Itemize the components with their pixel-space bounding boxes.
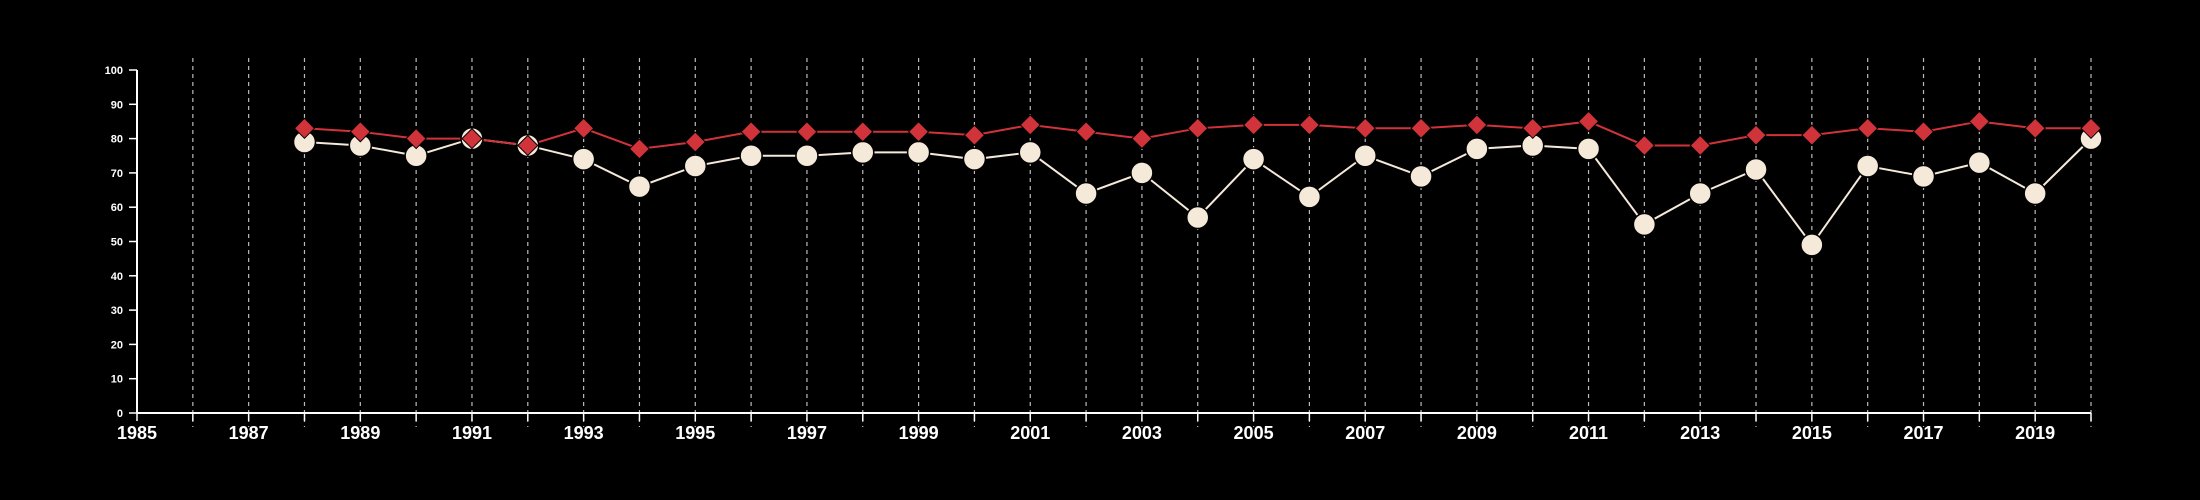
y-tick-label: 80 <box>111 134 123 146</box>
x-tick-label: 2001 <box>1010 423 1050 443</box>
y-tick-label: 0 <box>117 408 123 420</box>
x-tick-label: 1991 <box>452 423 492 443</box>
data-point-circle <box>1576 137 1601 161</box>
data-point-diamond <box>907 121 930 143</box>
data-point-diamond <box>1410 117 1432 140</box>
data-point-diamond <box>1075 121 1097 143</box>
data-point-diamond <box>405 127 427 150</box>
data-point-circle <box>1632 212 1657 237</box>
grid-lines <box>192 58 2092 427</box>
data-point-circle <box>795 144 819 168</box>
data-point-circle <box>1465 137 1489 161</box>
x-tick-label: 1989 <box>340 423 380 443</box>
x-tick-label: 2011 <box>1569 423 1608 443</box>
data-point-circle <box>1018 140 1043 165</box>
x-tick-label: 2017 <box>1903 423 1943 443</box>
data-point-diamond <box>1689 134 1711 157</box>
data-point-circle <box>739 144 763 168</box>
y-tick-label: 10 <box>111 374 123 386</box>
data-point-diamond <box>684 131 706 153</box>
data-point-circle <box>1744 157 1768 182</box>
y-tick-label: 30 <box>111 305 123 317</box>
data-point-circle <box>1185 205 1210 230</box>
data-point-diamond <box>796 121 818 143</box>
data-point-diamond <box>1577 110 1600 133</box>
data-point-diamond <box>852 121 874 143</box>
x-tick-label: 2007 <box>1345 423 1385 443</box>
data-point-circle <box>851 140 875 165</box>
data-point-diamond <box>1633 134 1656 157</box>
x-tick-label: 2005 <box>1234 423 1274 443</box>
data-point-circle <box>571 147 596 171</box>
data-point-diamond <box>349 121 372 143</box>
y-tick-label: 40 <box>111 271 123 283</box>
data-point-diamond <box>1187 117 1209 140</box>
data-point-circle <box>1241 147 1266 171</box>
data-point-diamond <box>1522 117 1544 140</box>
data-point-diamond <box>461 127 483 150</box>
y-tick-label: 50 <box>111 237 123 249</box>
data-point-diamond <box>1856 117 1879 140</box>
y-tick-label: 20 <box>111 339 123 351</box>
y-tick-label: 70 <box>111 168 123 180</box>
data-point-circle <box>1967 150 1992 175</box>
x-tick-label: 2003 <box>1122 423 1162 443</box>
data-point-diamond <box>1019 114 1041 136</box>
x-tick-label: 2019 <box>2015 423 2055 443</box>
data-point-diamond <box>963 124 986 146</box>
data-point-diamond <box>628 138 651 160</box>
data-point-diamond <box>293 117 316 140</box>
x-tick-label: 2013 <box>1680 423 1720 443</box>
x-tick-label: 2009 <box>1457 423 1497 443</box>
data-point-diamond <box>1912 121 1935 143</box>
data-point-diamond <box>2024 117 2046 140</box>
data-point-circle <box>1688 181 1712 206</box>
data-point-diamond <box>1466 114 1488 136</box>
data-point-circle <box>1855 154 1880 178</box>
data-point-circle <box>1297 185 1322 209</box>
data-point-circle <box>1409 164 1433 189</box>
x-tick-label: 2015 <box>1792 423 1832 443</box>
data-point-diamond <box>572 117 595 140</box>
data-point-circle <box>1911 164 1936 189</box>
data-point-diamond <box>1745 124 1767 146</box>
data-point-diamond <box>517 134 539 157</box>
axes: 0 10 20 30 40 50 60 70 80 90 100 1985 1987 1989 1991 19… <box>105 65 2092 443</box>
data-point-diamond <box>1354 117 1376 140</box>
data-point-diamond <box>1242 114 1265 136</box>
data-markers <box>292 110 2103 257</box>
data-point-diamond <box>1801 124 1823 146</box>
data-point-circle <box>1130 161 1154 185</box>
data-point-circle <box>627 174 652 199</box>
x-tick-label: 1999 <box>899 423 939 443</box>
data-point-circle <box>683 154 708 178</box>
data-point-diamond <box>2080 117 2102 140</box>
data-point-diamond <box>740 121 762 143</box>
data-point-circle <box>1800 233 1824 257</box>
data-point-circle <box>962 147 987 171</box>
data-point-circle <box>906 140 931 165</box>
y-tick-label: 60 <box>111 202 123 214</box>
y-tick-label: 90 <box>111 99 123 111</box>
data-point-diamond <box>1131 127 1153 150</box>
data-point-circle <box>1353 144 1377 168</box>
y-tick-label: 100 <box>105 65 123 77</box>
data-point-circle <box>1074 181 1098 206</box>
data-point-diamond <box>1298 114 1321 136</box>
x-tick-label: 1993 <box>564 423 604 443</box>
data-point-diamond <box>1968 110 1991 133</box>
x-tick-label: 1987 <box>229 423 269 443</box>
x-tick-label: 1985 <box>117 423 157 443</box>
x-tick-label: 1995 <box>675 423 715 443</box>
data-point-circle <box>2023 181 2047 206</box>
x-tick-label: 1997 <box>787 423 827 443</box>
